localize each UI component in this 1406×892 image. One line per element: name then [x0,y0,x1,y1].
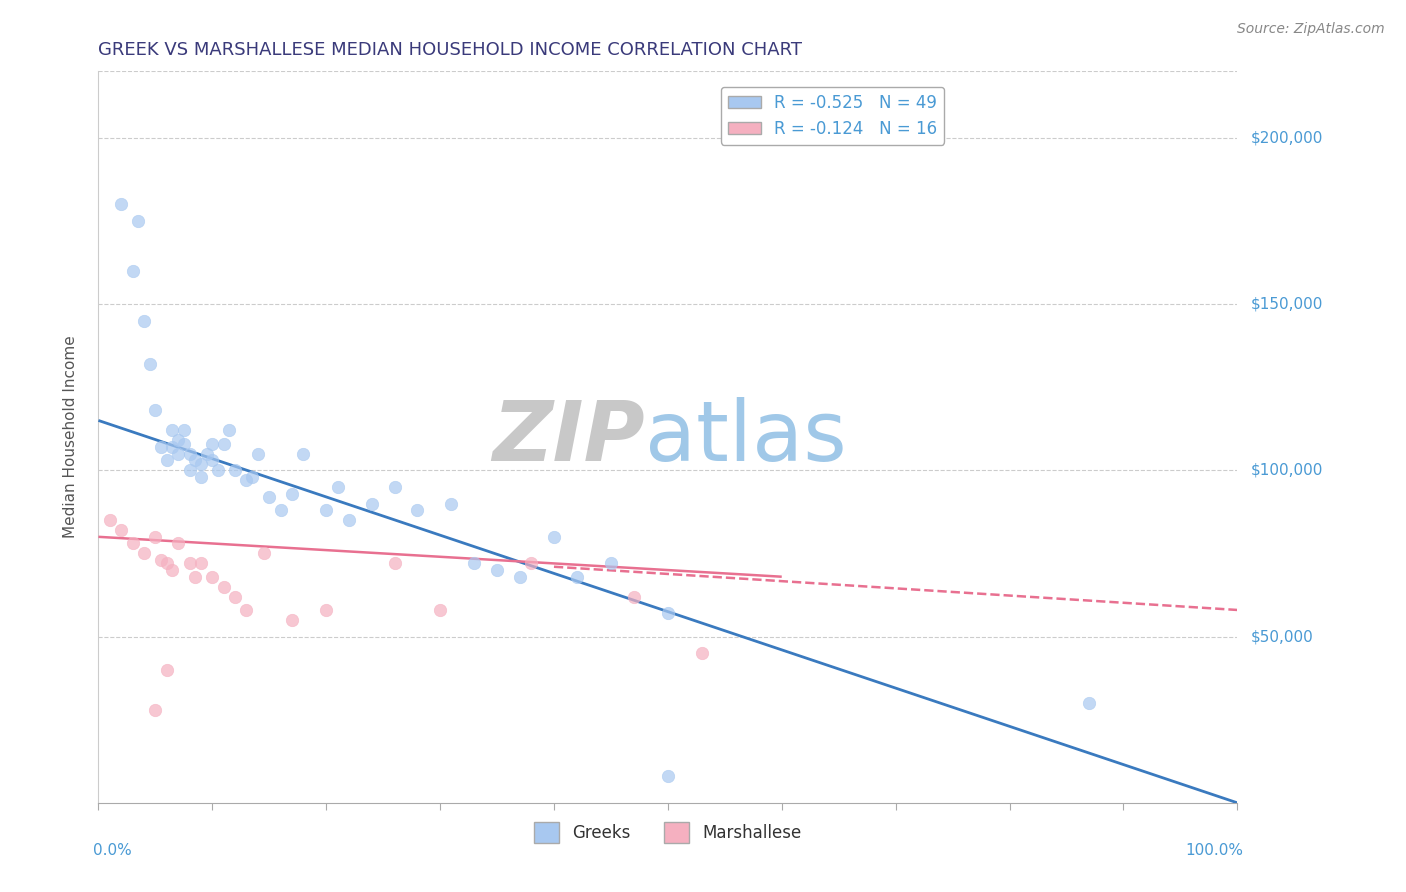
Text: 0.0%: 0.0% [93,843,132,858]
Text: $50,000: $50,000 [1251,629,1313,644]
Point [657,769,679,783]
Point [179,463,201,477]
Text: GREEK VS MARSHALLESE MEDIAN HOUSEHOLD INCOME CORRELATION CHART: GREEK VS MARSHALLESE MEDIAN HOUSEHOLD IN… [98,41,803,59]
Point [315,603,337,617]
Point [690,646,713,660]
Point [224,590,246,604]
Y-axis label: Median Household Income: Median Household Income [63,335,77,539]
Point [190,470,212,484]
Point [259,490,281,504]
Point [156,557,179,571]
Point [240,470,263,484]
Text: atlas: atlas [645,397,846,477]
Point [565,570,588,584]
Point [138,357,160,371]
Point [132,314,155,328]
Point [121,536,143,550]
Point [246,447,269,461]
Legend: Greeks, Marshallese: Greeks, Marshallese [527,815,808,849]
Point [184,453,207,467]
Point [623,590,645,604]
Point [207,463,229,477]
Point [132,546,155,560]
Point [235,473,257,487]
Text: 100.0%: 100.0% [1185,843,1243,858]
Point [201,570,224,584]
Point [195,447,218,461]
Point [179,447,201,461]
Text: $150,000: $150,000 [1251,297,1323,311]
Point [463,557,485,571]
Point [218,424,240,438]
Point [145,530,167,544]
Point [657,607,679,621]
Point [486,563,509,577]
Point [509,570,531,584]
Point [384,557,406,571]
Point [173,424,195,438]
Point [156,453,179,467]
Point [292,447,315,461]
Point [384,480,406,494]
Point [150,440,173,454]
Point [145,403,167,417]
Point [281,613,304,627]
Point [121,264,143,278]
Point [212,436,235,450]
Text: $200,000: $200,000 [1251,130,1323,145]
Point [1078,696,1101,710]
Point [167,434,190,448]
Point [360,497,382,511]
Point [173,436,195,450]
Point [167,536,190,550]
Point [127,214,149,228]
Point [201,436,224,450]
Point [252,546,274,560]
Point [110,197,132,211]
Point [162,440,184,454]
Text: Source: ZipAtlas.com: Source: ZipAtlas.com [1237,22,1385,37]
Point [270,503,292,517]
Point [543,530,565,544]
Point [440,497,463,511]
Point [600,557,623,571]
Point [145,703,167,717]
Point [162,563,184,577]
Point [520,557,543,571]
Point [190,557,212,571]
Point [98,513,121,527]
Text: ZIP: ZIP [492,397,645,477]
Point [162,424,184,438]
Point [190,457,212,471]
Point [235,603,257,617]
Point [281,486,304,500]
Point [224,463,246,477]
Point [212,580,235,594]
Point [156,663,179,677]
Point [326,480,349,494]
Text: $100,000: $100,000 [1251,463,1323,478]
Point [406,503,429,517]
Point [110,523,132,537]
Point [201,453,224,467]
Point [179,557,201,571]
Point [315,503,337,517]
Point [150,553,173,567]
Point [167,447,190,461]
Point [337,513,360,527]
Point [184,570,207,584]
Point [429,603,451,617]
